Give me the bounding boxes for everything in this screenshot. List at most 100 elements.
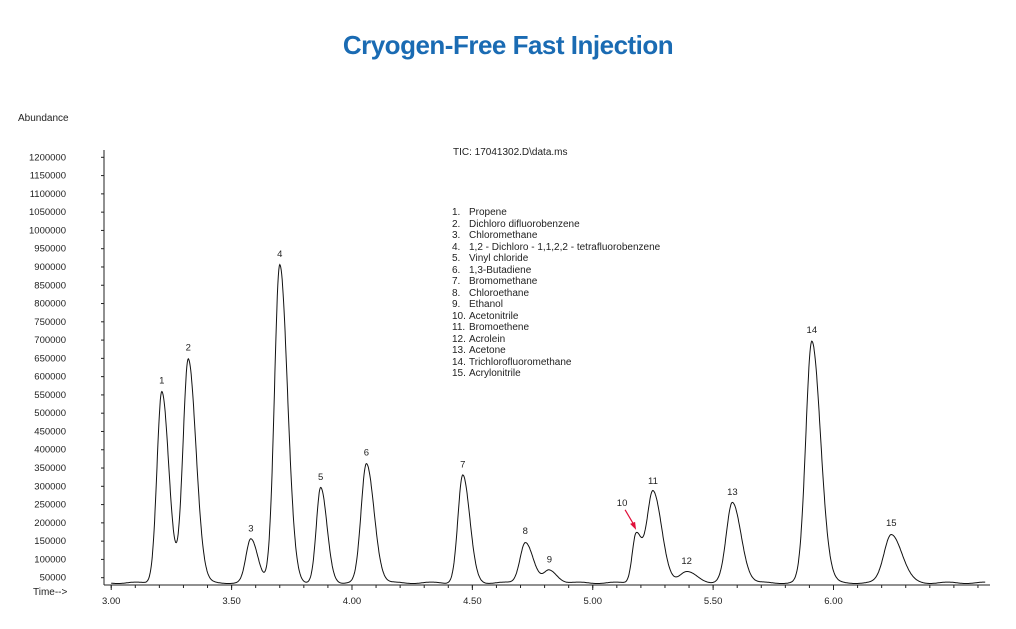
y-axis-label: Abundance	[18, 113, 69, 124]
legend-item-number: 6.	[452, 264, 461, 276]
y-tick-label: 800000	[34, 299, 66, 310]
peak-label: 3	[248, 523, 253, 534]
peak-label: 1	[159, 375, 164, 386]
legend-item-name: Propene	[469, 207, 507, 218]
legend-item-name: Acetone	[469, 345, 506, 356]
legend-item-number: 3.	[452, 230, 461, 241]
y-tick-label: 300000	[34, 481, 66, 492]
legend-item-name: Dichloro difluorobenzene	[469, 218, 580, 230]
y-axis: 50000 100000 150000 200000 250000 300000 35000…	[29, 150, 105, 585]
legend-item: 5. Vinyl chloride	[452, 253, 660, 265]
y-tick-label: 1100000	[30, 189, 66, 200]
legend-item-name: 1,2 - Dichloro - 1,1,2,2 - tetrafluorobe…	[469, 241, 661, 253]
peak-label: 12	[681, 556, 692, 567]
x-tick-label: 5.00	[583, 596, 602, 607]
peak-label: 9	[547, 554, 552, 565]
legend-item-name: Bromoethene	[469, 322, 530, 333]
legend-item-number: 4.	[452, 241, 461, 253]
y-tick-label: 200000	[34, 518, 66, 529]
y-tick-label: 450000	[34, 426, 66, 437]
x-tick-label: 6.00	[824, 596, 843, 607]
chart-subtitle: TIC: 17041302.D\data.ms	[453, 147, 568, 158]
legend-item-name: Bromomethane	[469, 276, 538, 287]
tic-trace	[111, 263, 986, 584]
legend-item-name: Acetonitrile	[469, 310, 519, 322]
y-tick-label: 850000	[34, 280, 66, 291]
y-tick-label: 250000	[34, 500, 66, 511]
legend-item: 9. Ethanol	[452, 299, 660, 311]
legend-item-name: Trichlorofluoromethane	[469, 356, 572, 368]
legend: 1. Propene 2. Dichloro difluorobenzene 3. Chl…	[452, 207, 660, 380]
legend-item: 8. Chloroethane	[452, 288, 660, 300]
x-tick-label: 5.50	[704, 596, 723, 607]
y-tick-label: 1000000	[29, 225, 66, 236]
legend-item: 10. Acetonitrile	[452, 311, 660, 323]
x-tick-label: 4.50	[463, 596, 482, 607]
peak-label: 15	[886, 518, 897, 529]
peak-label: 13	[727, 487, 738, 498]
x-tick-label: 3.00	[102, 596, 121, 607]
legend-item-name: Acrolein	[469, 333, 506, 345]
legend-item: 15. Acrylonitrile	[452, 368, 660, 380]
y-tick-label: 1050000	[29, 207, 66, 218]
legend-item-name: Chloromethane	[469, 230, 538, 241]
legend-item-number: 8.	[452, 287, 461, 299]
peak-label: 7	[460, 459, 465, 470]
y-tick-label: 100000	[34, 554, 66, 565]
x-axis-label: Time-->	[33, 587, 68, 598]
chart-title: Cryogen-Free Fast Injection	[342, 30, 674, 60]
peak-label: 4	[277, 249, 282, 260]
legend-item-number: 5.	[452, 253, 461, 264]
legend-item: 12. Acrolein	[452, 334, 660, 346]
y-tick-label: 400000	[34, 445, 66, 456]
y-tick-label: 950000	[34, 244, 66, 255]
legend-item-number: 11.	[452, 322, 466, 333]
legend-item: 2. Dichloro difluorobenzene	[452, 219, 660, 231]
y-tick-label: 500000	[34, 408, 66, 419]
y-tick-label: 350000	[34, 463, 66, 474]
peak-label: 8	[523, 526, 528, 537]
legend-item-name: Vinyl chloride	[469, 253, 529, 264]
y-tick-label: 650000	[34, 353, 66, 364]
peak-label: 2	[186, 342, 191, 353]
x-tick-label: 4.00	[343, 596, 362, 607]
peak-label: 10	[617, 498, 628, 509]
legend-item-number: 7.	[452, 276, 461, 287]
peak-10-arrow	[624, 509, 637, 530]
y-tick-label: 750000	[34, 317, 66, 328]
peak-label: 5	[318, 472, 323, 483]
y-tick-label: 150000	[34, 536, 66, 547]
legend-item-number: 13.	[452, 345, 466, 356]
legend-item-name: 1,3-Butadiene	[469, 264, 532, 276]
x-tick-label: 3.50	[222, 596, 241, 607]
legend-item-number: 10.	[452, 310, 466, 322]
legend-item-name: Acrylonitrile	[469, 368, 521, 379]
legend-item: 1. Propene	[452, 207, 660, 219]
legend-item-name: Chloroethane	[469, 287, 530, 299]
y-tick-label: 600000	[34, 372, 66, 383]
legend-item: 13. Acetone	[452, 345, 660, 357]
legend-item: 4. 1,2 - Dichloro - 1,1,2,2 - tetrafluoro…	[452, 242, 660, 254]
legend-item: 6. 1,3-Butadiene	[452, 265, 660, 277]
legend-item: 7. Bromomethane	[452, 276, 660, 288]
y-tick-label: 1200000	[29, 152, 66, 163]
arrow-head	[630, 521, 637, 530]
legend-item: 14. Trichlorofluoromethane	[452, 357, 660, 369]
legend-item-number: 12.	[452, 333, 466, 345]
peak-label: 6	[364, 448, 369, 459]
legend-item: 11. Bromoethene	[452, 322, 660, 334]
y-tick-label: 900000	[34, 262, 66, 273]
legend-item-name: Ethanol	[469, 299, 503, 310]
legend-item: 3. Chloromethane	[452, 230, 660, 242]
legend-item-number: 2.	[452, 218, 461, 230]
y-tick-label: 550000	[34, 390, 66, 401]
y-tick-label: 50000	[40, 573, 66, 584]
y-tick-label: 700000	[34, 335, 66, 346]
legend-item-number: 14.	[452, 356, 466, 368]
peak-label: 14	[807, 325, 818, 336]
x-axis: 3.00 3.50 4.00 4.50 5.00 5.50 6.00	[102, 584, 990, 607]
legend-item-number: 9.	[452, 299, 461, 310]
legend-item-number: 15.	[452, 368, 466, 379]
